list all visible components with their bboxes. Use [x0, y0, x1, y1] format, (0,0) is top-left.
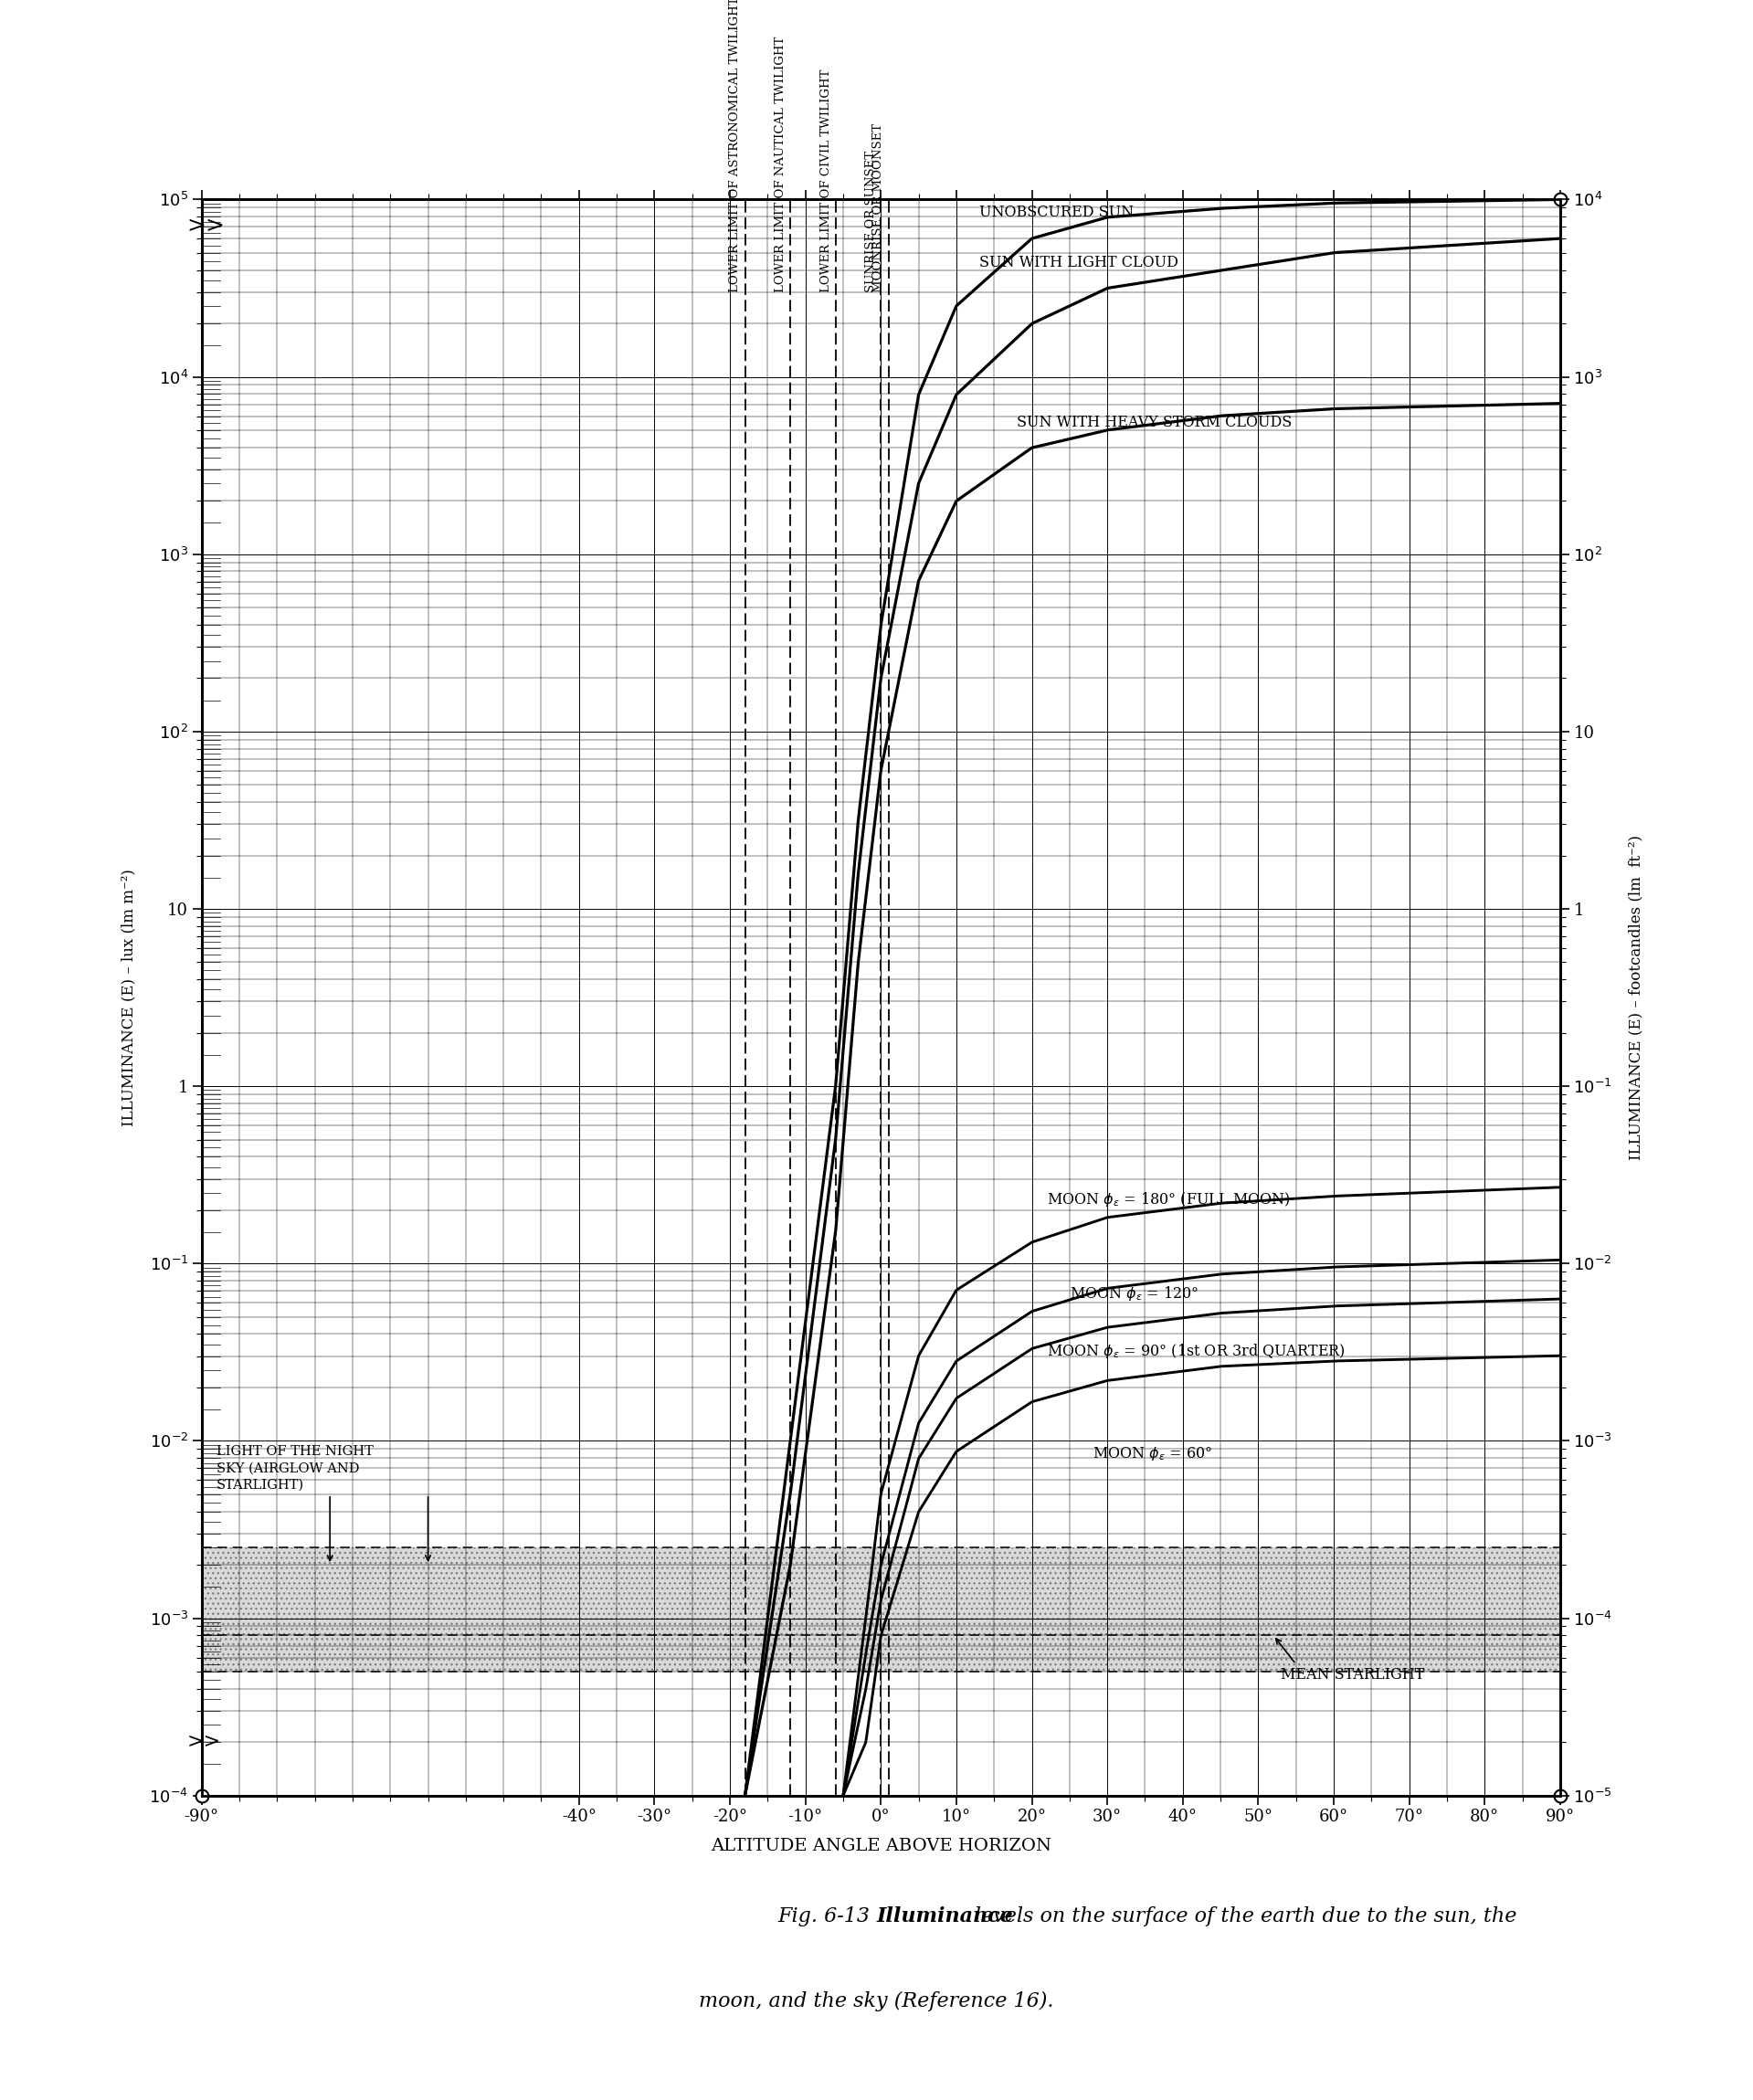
Text: LOWER LIMIT OF ASTRONOMICAL TWILIGHT: LOWER LIMIT OF ASTRONOMICAL TWILIGHT [729, 0, 742, 292]
X-axis label: ALTITUDE ANGLE ABOVE HORIZON: ALTITUDE ANGLE ABOVE HORIZON [710, 1838, 1052, 1854]
Text: LOWER LIMIT OF NAUTICAL TWILIGHT: LOWER LIMIT OF NAUTICAL TWILIGHT [775, 36, 787, 292]
Text: MOON $\phi_{\epsilon}$ = 90° (1st OR 3rd QUARTER): MOON $\phi_{\epsilon}$ = 90° (1st OR 3rd… [1047, 1342, 1346, 1361]
Text: MOON $\phi_{\epsilon}$ = 180° (FULL MOON): MOON $\phi_{\epsilon}$ = 180° (FULL MOON… [1047, 1191, 1290, 1208]
Text: UNOBSCURED SUN: UNOBSCURED SUN [978, 204, 1134, 221]
Text: MOON $\phi_{\epsilon}$ = 120°: MOON $\phi_{\epsilon}$ = 120° [1069, 1283, 1199, 1302]
Text: moon, and the sky (Reference 16).: moon, and the sky (Reference 16). [699, 1991, 1054, 2012]
Text: Illuminance: Illuminance [876, 1907, 1013, 1928]
Text: LIGHT OF THE NIGHT
SKY (AIRGLOW AND
STARLIGHT): LIGHT OF THE NIGHT SKY (AIRGLOW AND STAR… [217, 1445, 373, 1491]
Text: >>: >> [186, 216, 224, 237]
Text: LOWER LIMIT OF CIVIL TWILIGHT: LOWER LIMIT OF CIVIL TWILIGHT [820, 69, 833, 292]
Y-axis label: ILLUMINANCE (E) – footcandles (lm  ft⁻²): ILLUMINANCE (E) – footcandles (lm ft⁻²) [1629, 836, 1643, 1159]
Text: SUN WITH HEAVY STORM CLOUDS: SUN WITH HEAVY STORM CLOUDS [1017, 416, 1292, 430]
Text: MOONRISE OR MOONSET: MOONRISE OR MOONSET [873, 124, 885, 292]
Text: MEAN STARLIGHT: MEAN STARLIGHT [1281, 1667, 1425, 1682]
Text: SUN WITH LIGHT CLOUD: SUN WITH LIGHT CLOUD [978, 254, 1178, 271]
Text: Fig. 6-13: Fig. 6-13 [778, 1907, 876, 1928]
Text: levels on the surface of the earth due to the sun, the: levels on the surface of the earth due t… [876, 1907, 1516, 1928]
Text: MOON $\phi_{\epsilon}$ = 60°: MOON $\phi_{\epsilon}$ = 60° [1092, 1445, 1211, 1462]
Bar [202, 1548, 1560, 1672]
Text: >>: >> [186, 1732, 221, 1751]
Text: SUNRISE OR SUNSET: SUNRISE OR SUNSET [866, 151, 876, 292]
Bar [202, 1548, 1560, 1672]
Y-axis label: ILLUMINANCE (E) – lux (lm m⁻²): ILLUMINANCE (E) – lux (lm m⁻²) [121, 869, 137, 1126]
